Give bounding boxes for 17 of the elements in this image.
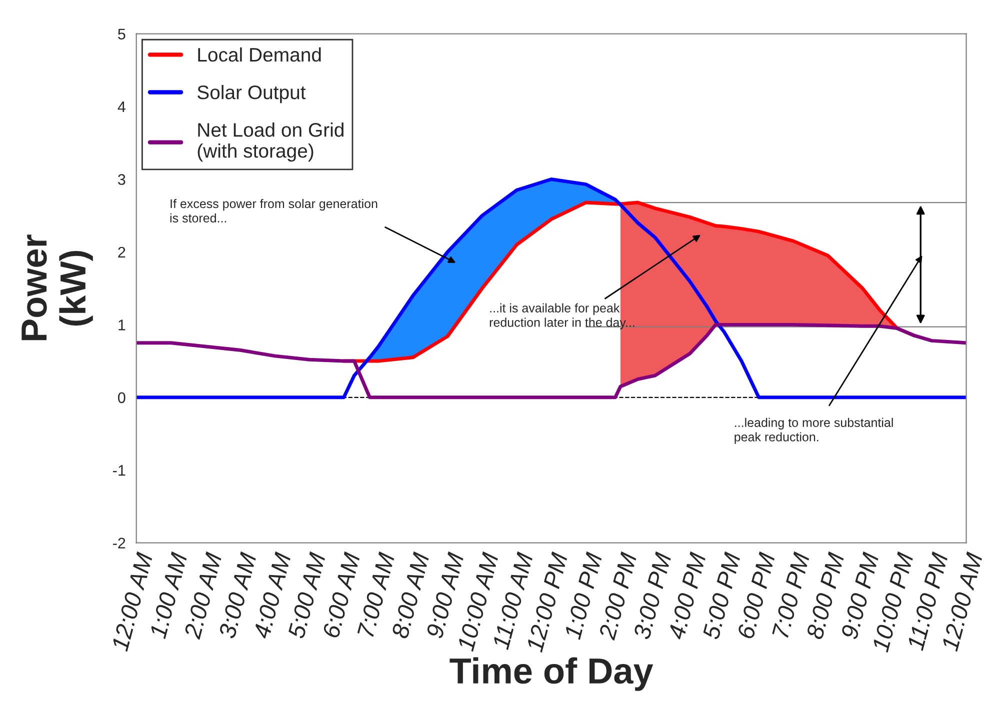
y-tick-label: 4	[118, 102, 126, 112]
y-tick-label: 1	[118, 320, 126, 330]
annotation: If excess power from solar generation is stored...	[170, 198, 378, 222]
y-tick-label: 0	[118, 392, 126, 404]
x-axis-title: Time of Day	[450, 657, 654, 691]
y-axis-title: Power (kW)	[22, 234, 93, 340]
y-tick-label: -1	[113, 465, 126, 476]
y-tick-label: -2	[113, 538, 126, 548]
legend-label: Net Load on Grid (with storage)	[198, 122, 344, 162]
annotation: ...it is available for peak reduction later in the day...	[490, 303, 634, 330]
annotation: ...leading to more substantial peak reduction.	[734, 418, 893, 444]
legend-label: Local Demand	[198, 47, 321, 62]
y-tick-label: 3	[118, 174, 126, 185]
legend-label: Solar Output	[198, 84, 306, 104]
y-tick-label: 5	[118, 28, 126, 40]
line-series	[136, 178, 966, 400]
y-tick-label: 2	[118, 246, 126, 258]
